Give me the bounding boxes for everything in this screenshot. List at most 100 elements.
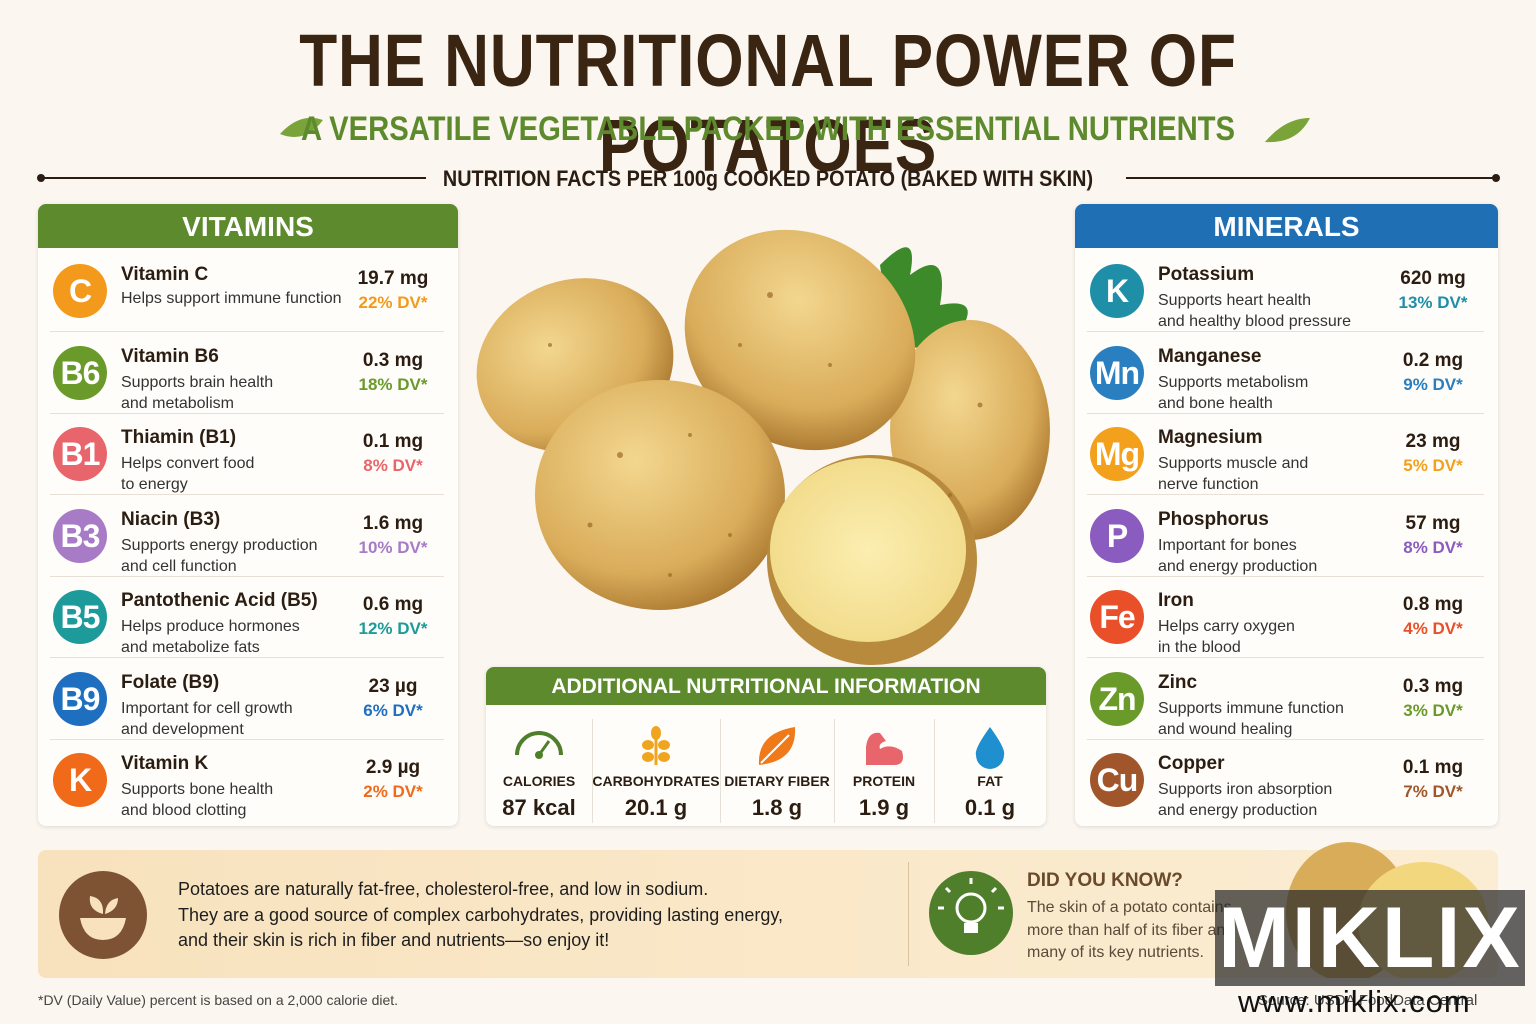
- description-line: Important for bones: [1158, 536, 1297, 554]
- info-cell: DIETARY FIBER 1.8 g: [720, 719, 835, 823]
- nutrient-description: Helps support immune function: [121, 288, 342, 309]
- symbol-badge: Cu: [1090, 753, 1144, 807]
- nutrient-description: Supports iron absorption and energy produ…: [1158, 779, 1332, 821]
- daily-value: 18% DV*: [358, 374, 428, 394]
- nutrient-description: Supports metabolism and bone health: [1158, 372, 1308, 414]
- nutrient-name: Potassium: [1158, 264, 1255, 285]
- nutrient-description: Helps convert food to energy: [121, 453, 254, 495]
- description-line: and bone health: [1158, 394, 1273, 412]
- info-label: PROTEIN: [852, 773, 916, 789]
- daily-value: 10% DV*: [358, 537, 428, 557]
- description-line: and energy production: [1158, 557, 1318, 575]
- daily-value: 12% DV*: [358, 619, 428, 638]
- separator: [908, 862, 909, 966]
- nutrient-row: Fe Iron Helps carry oxygen in the blood 0.8 …: [1087, 576, 1484, 658]
- nutrient-name: Manganese: [1158, 345, 1262, 367]
- description-line: Supports bone health: [121, 781, 274, 798]
- nutrient-description: Supports energy production and cell funct…: [121, 535, 318, 577]
- description-line: Supports muscle and: [1158, 455, 1309, 472]
- amount: 19.7 mg: [357, 268, 429, 289]
- amount: 620 mg: [1400, 268, 1466, 289]
- description-line: to energy: [121, 476, 188, 493]
- info-value: 1.8 g: [751, 795, 803, 820]
- description-line: and cell function: [121, 557, 237, 575]
- symbol-badge: K: [1090, 264, 1144, 318]
- amount: 0.2 mg: [1402, 349, 1464, 371]
- minerals-panel: MINERALS K Potassium Supports heart health…: [1075, 204, 1498, 826]
- bulb-icon: [929, 871, 1013, 955]
- nutrient-name: Niacin (B3): [121, 508, 221, 530]
- description-line: Supports brain health: [121, 373, 274, 391]
- symbol-badge: B9: [53, 671, 107, 726]
- daily-value: 5% DV*: [1403, 456, 1463, 475]
- amount: 0.3 mg: [362, 349, 424, 371]
- description-line: Helps carry oxygen: [1158, 618, 1295, 635]
- nutrient-description: Supports brain health and metabolism: [121, 372, 273, 414]
- info-icon: [758, 727, 796, 765]
- nutrient-name: Vitamin B6: [121, 345, 219, 367]
- did-you-know-line: The skin of a potato contains: [1027, 899, 1232, 916]
- nutrient-row: B6 Vitamin B6 Supports brain health and met…: [50, 332, 444, 414]
- nutrient-row: Cu Copper Supports iron absorption and ener…: [1087, 739, 1484, 820]
- symbol-badge: Zn: [1090, 671, 1144, 726]
- info-icon: [866, 732, 903, 765]
- daily-value: 8% DV*: [363, 456, 423, 475]
- symbol-badge: Mg: [1090, 427, 1144, 481]
- description-line: Important for cell growth: [121, 699, 293, 717]
- info-icon: [642, 726, 670, 765]
- info-cell: PROTEIN 1.9 g: [834, 719, 935, 823]
- symbol-badge: B3: [53, 508, 107, 563]
- did-you-know-title: DID YOU KNOW?: [1027, 870, 1183, 891]
- amount: 0.8 mg: [1402, 594, 1464, 615]
- description-line: Supports immune function: [1158, 699, 1344, 717]
- description-line: and metabolism: [121, 394, 234, 412]
- nutrient-row: P Phosphorus Important for bones and energy…: [1087, 495, 1484, 577]
- watermark: MIKLIX: [1215, 890, 1525, 986]
- description-line: and energy production: [1158, 802, 1318, 819]
- daily-value: 3% DV*: [1403, 700, 1463, 720]
- panel-title: MINERALS: [1075, 204, 1498, 248]
- amount: 0.1 mg: [1402, 757, 1464, 778]
- daily-value: 6% DV*: [363, 700, 423, 720]
- footnote: *DV (Daily Value) percent is based on a …: [38, 992, 399, 1008]
- description-line: Supports iron absorption: [1158, 781, 1333, 798]
- info-label: CARBOHYDRATES: [592, 773, 720, 789]
- additional-panel: ADDITIONAL NUTRITIONAL INFORMATION CALOR…: [486, 667, 1046, 826]
- description-line: Helps support immune function: [121, 290, 342, 307]
- amount: 0.3 mg: [1402, 675, 1464, 697]
- info-value: 20.1 g: [624, 795, 688, 820]
- fact-text: Potatoes are naturally fat-free, cholest…: [178, 877, 783, 954]
- description-line: Helps produce hormones: [121, 618, 300, 635]
- nutrient-name: Vitamin C: [121, 264, 209, 285]
- info-value: 87 kcal: [502, 795, 576, 820]
- nutrient-description: Helps carry oxygen in the blood: [1158, 616, 1295, 658]
- nutrient-row: Mg Magnesium Supports muscle and nerve func…: [1087, 413, 1484, 495]
- panel-title: VITAMINS: [38, 204, 458, 248]
- info-icon: [515, 731, 563, 759]
- nutrient-row: K Potassium Supports heart health and healt…: [1087, 250, 1484, 332]
- info-cell: CARBOHYDRATES 20.1 g: [592, 719, 721, 823]
- nutrient-row: B3 Niacin (B3) Supports energy production a…: [50, 495, 444, 577]
- symbol-badge: P: [1090, 508, 1144, 563]
- daily-value: 7% DV*: [1403, 782, 1463, 801]
- amount: 57 mg: [1405, 512, 1461, 534]
- subtitle: A VERSATILE VEGETABLE PACKED WITH ESSENT…: [300, 110, 1236, 148]
- description-line: and development: [121, 720, 244, 738]
- info-label: FAT: [977, 773, 1003, 789]
- nutrient-description: Supports muscle and nerve function: [1158, 453, 1308, 495]
- leaf-decor: [280, 117, 1310, 143]
- info-value: 0.1 g: [964, 795, 1016, 820]
- daily-value: 9% DV*: [1403, 374, 1463, 394]
- vitamins-panel: VITAMINS C Vitamin C Helps support immune …: [38, 204, 458, 826]
- nutrient-name: Vitamin K: [121, 753, 209, 774]
- daily-value: 8% DV*: [1403, 537, 1463, 557]
- info-label: CALORIES: [502, 773, 576, 789]
- info-value: 1.9 g: [858, 795, 910, 820]
- nutrient-row: B9 Folate (B9) Important for cell growth an…: [50, 658, 444, 740]
- nutrient-name: Iron: [1158, 590, 1194, 611]
- daily-value: 13% DV*: [1398, 293, 1468, 312]
- description-line: and blood clotting: [121, 802, 247, 819]
- did-you-know-line: more than half of its fiber and: [1027, 921, 1235, 939]
- nutrient-row: K Vitamin K Supports bone health and blood …: [50, 739, 444, 820]
